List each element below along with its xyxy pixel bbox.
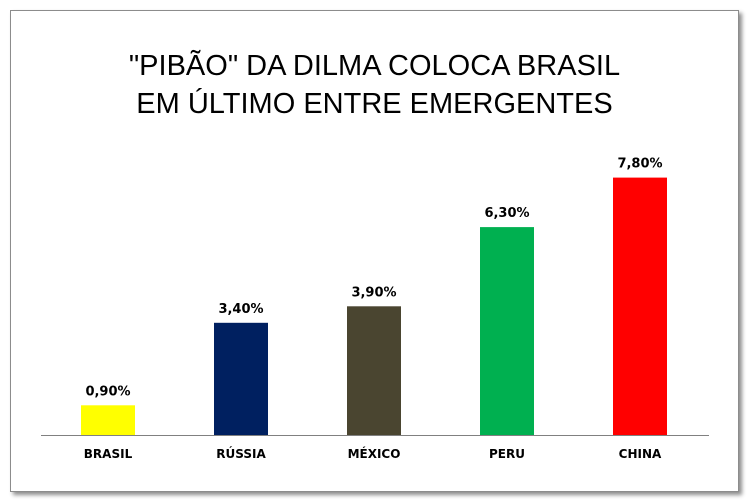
bar-russia	[214, 322, 268, 435]
x-tick-russia: RÚSSIA	[216, 446, 266, 461]
chart-title-line-2: EM ÚLTIMO ENTRE EMERGENTES	[136, 88, 613, 120]
data-label-brasil: 0,90%	[85, 384, 130, 399]
x-tick-mexico: MÉXICO	[348, 446, 401, 461]
x-tick-brasil: BRASIL	[84, 447, 133, 461]
data-label-peru: 6,30%	[484, 206, 529, 221]
bar-china	[613, 177, 667, 435]
chart-frame: "PIBÃO" DA DILMA COLOCA BRASIL EM ÚLTIMO…	[10, 10, 739, 492]
data-label-russia: 3,40%	[218, 302, 263, 317]
x-tick-china: CHINA	[619, 447, 662, 461]
data-label-mexico: 3,90%	[351, 285, 396, 300]
bar-peru	[480, 227, 534, 435]
chart-title: "PIBÃO" DA DILMA COLOCA BRASIL EM ÚLTIMO…	[11, 47, 738, 123]
bar-brasil	[81, 405, 135, 435]
chart-title-line-1: "PIBÃO" DA DILMA COLOCA BRASIL	[128, 50, 621, 82]
bar-chart: 0,90% BRASIL 3,40% RÚSSIA 3,90% MÉXICO 6,30% PE…	[41, 157, 709, 461]
data-label-china: 7,80%	[617, 157, 662, 172]
x-tick-peru: PERU	[489, 447, 525, 461]
bar-mexico	[347, 306, 401, 435]
